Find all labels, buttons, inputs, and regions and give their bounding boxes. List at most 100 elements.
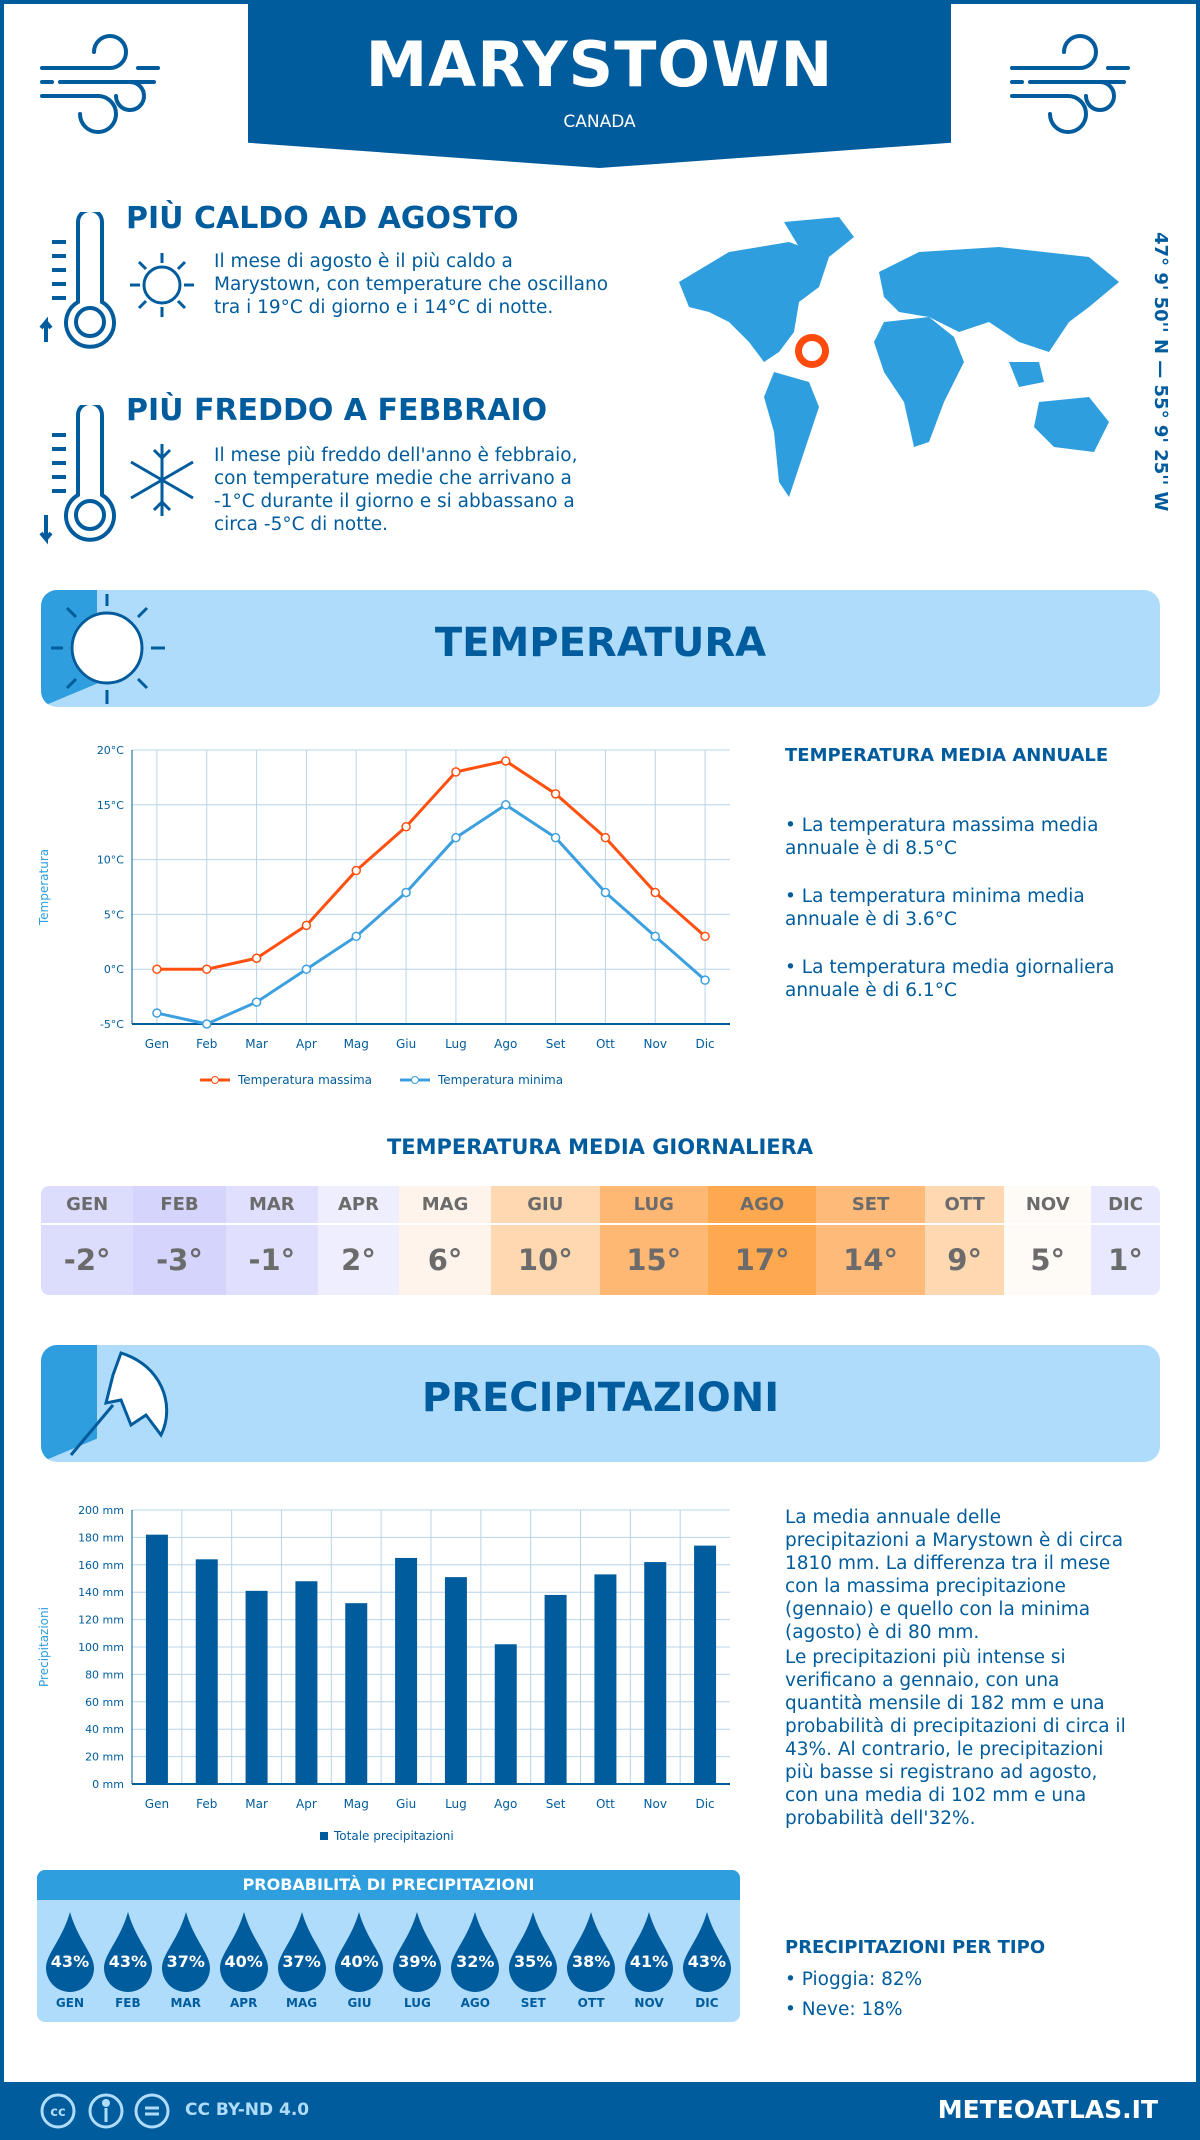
daily-temp-value: 15° [599,1224,708,1295]
probability-month: GIU [347,1996,372,2010]
daily-temp-value: -3° [133,1224,226,1295]
y-tick-label: 200 mm [78,1504,124,1517]
daily-temp-value: -2° [41,1224,134,1295]
y-tick-label: 40 mm [85,1723,124,1736]
raindrop-icon [393,1912,442,1992]
daily-temp-value: 14° [816,1224,925,1295]
precip-probability-box: PROBABILITÀ DI PRECIPITAZIONI 43% GEN 43% F… [37,1870,740,2022]
legend-marker [411,1076,419,1084]
y-tick-label: 20 mm [85,1751,124,1764]
precipitation-title: PRECIPITAZIONI [421,1375,780,1421]
raindrop-icon [625,1912,674,1992]
temperature-title: TEMPERATURA [434,620,767,666]
x-tick-label: Ott [596,1797,615,1811]
x-tick-label: Gen [145,1797,169,1811]
probability-drop: 35% SET [506,1910,560,2010]
x-tick-label: Apr [296,1037,317,1051]
raindrop-icon [45,1912,94,1992]
data-point [351,931,361,942]
warmest-text: Il mese di agosto è il più caldo a Marys… [214,251,609,318]
probability-value: 39% [398,1952,437,1971]
precip-type-rain: • Pioggia: 82% [785,1969,923,1990]
y-tick-label: 5°C [104,908,124,921]
daily-temp-value: 10° [491,1224,600,1295]
y-axis-label: Temperatura [37,849,51,926]
legend-marker [211,1076,219,1084]
raindrop-icon [451,1912,500,1992]
temperature-chart: -5°C 0°C 5°C 10°C 15°C 20°C Gen Feb Mar Apr Mag Giu… [37,744,730,1087]
data-point [251,953,262,963]
daily-temp-table: GEN FEB MAR APR MAG GIU LUG AGO SET OTT NOV DIC -2°… [41,1186,1160,1295]
data-point [301,920,312,931]
license-text[interactable]: CC BY-ND 4.0 [185,2100,310,2120]
data-point [152,964,162,974]
probability-month: DIC [695,1996,719,2010]
wind-icon-left [40,34,160,134]
daily-temp-value: 9° [924,1224,1005,1295]
daily-month-label: LUG [599,1186,708,1225]
data-point [301,964,312,974]
header-banner [248,0,951,168]
data-point [600,887,611,898]
daily-temp-value: 5° [1004,1224,1092,1295]
raindrop-icon [567,1912,616,1992]
data-point [451,767,461,777]
daily-temp-value: -1° [225,1224,318,1295]
probability-drop: 43% DIC [680,1910,734,2010]
data-point [401,821,411,832]
site-name[interactable]: METEOATLAS.IT [937,2095,1158,2124]
data-point [451,832,461,843]
precipitation-chart: 0 mm 20 mm 40 mm 60 mm 80 mm 100 mm 120 mm 140 … [37,1504,730,1843]
sun-icon [130,253,194,317]
probability-month: MAR [170,1996,201,2010]
y-tick-label: 10°C [97,854,124,867]
daily-temp-title: TEMPERATURA MEDIA GIORNALIERA [386,1135,814,1159]
daily-month-label: SET [816,1186,925,1225]
probability-value: 40% [340,1952,379,1971]
wind-icon-right [1010,34,1130,134]
precipitation-banner: PRECIPITAZIONI [41,1345,1160,1462]
data-point [650,887,660,898]
daily-temp-value: 1° [1091,1224,1160,1295]
probability-drop: 37% MAR [159,1910,213,2010]
daily-temp-value: 6° [398,1224,492,1295]
daily-month-label: FEB [133,1186,226,1225]
data-point [501,800,511,810]
probability-drop: 39% LUG [390,1910,444,2010]
probability-value: 43% [108,1952,147,1971]
series-line-0 [156,759,707,971]
daily-month-label: AGO [707,1186,817,1225]
daily-temp-value: 2° [317,1224,399,1295]
cc-license-icons[interactable]: cc [40,2092,170,2130]
bar [494,1644,517,1784]
data-point [700,975,710,985]
probability-month: GEN [55,1996,84,2010]
raindrop-icon [103,1912,152,1992]
precip-text-2: Le precipitazioni più intense si verific… [785,1647,1126,1829]
bar [145,1534,168,1784]
page-title: MARYSTOWN [365,28,834,101]
world-map [679,217,1119,497]
probability-drop: 38% OTT [564,1910,618,2010]
probability-month: SET [520,1996,546,2010]
y-tick-label: 20°C [97,744,124,757]
warmest-title: PIÙ CALDO AD AGOSTO [126,201,519,236]
y-tick-label: 140 mm [78,1586,124,1599]
daily-month-label: APR [317,1186,399,1225]
bar [395,1557,418,1784]
coldest-text: Il mese più freddo dell'anno è febbraio,… [214,445,578,535]
bar [594,1574,617,1784]
annual-temp-bullet-2: • La temperatura minima media annuale è … [785,886,1085,930]
data-point [550,832,561,843]
series-line-1 [156,803,707,1026]
probability-value: 38% [571,1952,611,1971]
y-tick-label: 180 mm [78,1531,124,1544]
y-tick-label: 100 mm [78,1641,124,1654]
y-tick-label: 80 mm [85,1668,124,1681]
probability-value: 35% [514,1952,553,1971]
daily-temp-value: 17° [707,1224,817,1295]
daily-month-label: GEN [41,1186,134,1225]
probability-value: 43% [50,1952,90,1971]
temperature-banner: TEMPERATURA [41,590,1160,707]
bar [694,1545,717,1784]
